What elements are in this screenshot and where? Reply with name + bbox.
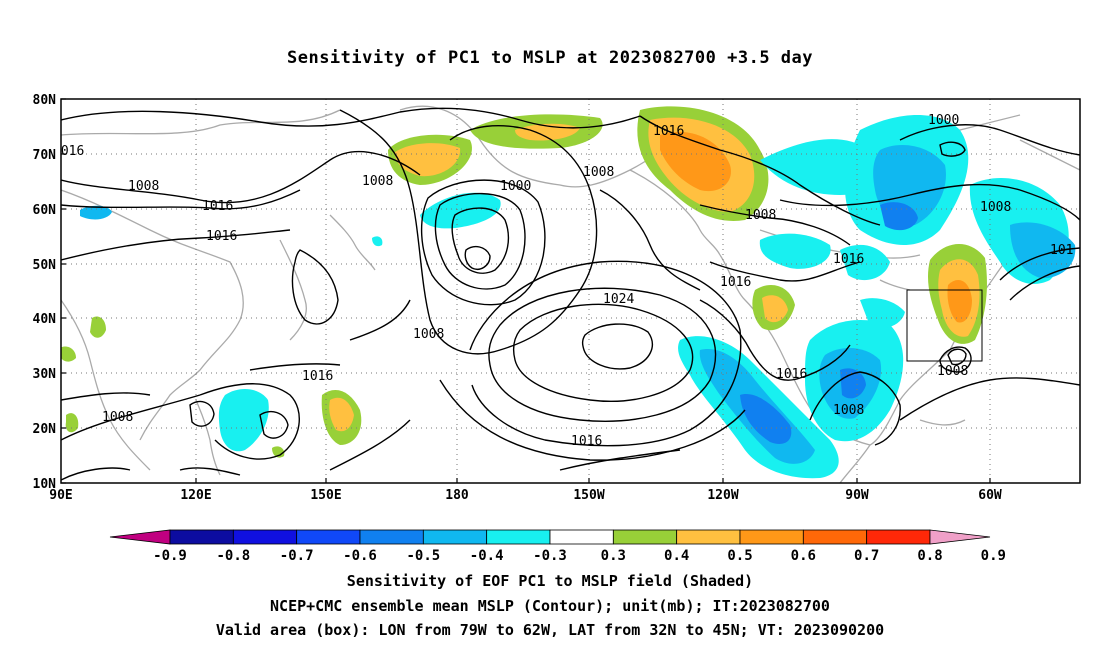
isobar-label: 1008	[362, 174, 393, 189]
lat-label: 70N	[33, 148, 57, 163]
colorbar-swatch	[676, 529, 741, 545]
graticule	[61, 99, 1080, 483]
colorbar-label: 0.5	[727, 548, 752, 564]
colorbar-swatch	[549, 529, 614, 545]
colorbar-swatch	[612, 529, 678, 545]
isobar-label: 1000	[928, 113, 959, 128]
colorbar-min-triangle	[109, 529, 171, 545]
colorbar: -0.9 -0.8 -0.7 -0.6 -0.5 -0.4 -0.3 0.3 0.4 0.5 0.6…	[109, 529, 1006, 564]
isobar-label: 1008	[413, 327, 444, 342]
colorbar-label: -0.8	[216, 548, 250, 564]
isobar-label: 1016	[653, 124, 684, 139]
isobar-label: 1008	[128, 179, 159, 194]
isobar-label: 1008	[583, 165, 614, 180]
sensitivity-shading	[61, 106, 1076, 479]
longitude-labels: 90E 120E 150E 180 150W 120W 90W 60W	[49, 488, 1002, 503]
isobar-label: 101	[1050, 243, 1073, 258]
lon-label: 90E	[49, 488, 72, 503]
isobar-label: 1008	[980, 200, 1011, 215]
lat-label: 20N	[33, 422, 57, 437]
lat-label: 60N	[33, 203, 57, 218]
colorbar-swatch	[802, 529, 868, 545]
lon-label: 120W	[707, 488, 738, 503]
plot-title: Sensitivity of PC1 to MSLP at 2023082700…	[286, 48, 813, 68]
colorbar-swatch	[739, 529, 804, 545]
lat-label: 50N	[33, 258, 57, 273]
isobar-labels: 1016 1016 1008 1008 1016 1016 1008 1000 …	[53, 113, 1073, 449]
colorbar-swatch	[359, 529, 424, 545]
lat-label: 10N	[33, 477, 57, 492]
isobar-label: 1016	[720, 275, 751, 290]
lat-label: 30N	[33, 367, 57, 382]
colorbar-label: -0.7	[280, 548, 314, 564]
plot-frame	[60, 98, 1081, 484]
isobar-label: 1016	[302, 369, 333, 384]
colorbar-label: 0.3	[601, 548, 626, 564]
colorbar-label: -0.5	[406, 548, 440, 564]
caption-line-1: Sensitivity of EOF PC1 to MSLP field (Sh…	[346, 572, 754, 590]
lon-label: 150E	[310, 488, 341, 503]
isobar-label: 1016	[571, 434, 602, 449]
valid-area-box	[906, 289, 983, 362]
lat-label: 80N	[33, 93, 57, 108]
isobar-label: 1024	[603, 292, 634, 307]
colorbar-label: 0.7	[854, 548, 879, 564]
caption-line-3: Valid area (box): LON from 79W to 62W, L…	[215, 621, 885, 639]
tick-marks	[61, 98, 991, 484]
map-plot-area: 1016 1016 1008 1008 1016 1016 1008 1000 …	[53, 99, 1080, 483]
colorbar-swatch	[232, 529, 298, 545]
isobar-label: 1008	[745, 208, 776, 223]
colorbar-swatch	[296, 529, 361, 545]
colorbar-label: -0.9	[153, 548, 187, 564]
lon-label: 180	[445, 488, 469, 503]
colorbar-swatch	[486, 529, 551, 545]
colorbar-label: -0.3	[533, 548, 567, 564]
isobar-label: 1008	[833, 403, 864, 418]
colorbar-label: 0.4	[664, 548, 689, 564]
colorbar-swatch	[422, 529, 488, 545]
latitude-labels: 80N 70N 60N 50N 40N 30N 20N 10N	[33, 93, 57, 492]
colorbar-label: 0.8	[917, 548, 942, 564]
colorbar-label: -0.6	[343, 548, 377, 564]
lat-label: 40N	[33, 312, 57, 327]
lon-label: 60W	[978, 488, 1002, 503]
isobar-label: 1016	[833, 252, 864, 267]
colorbar-max-triangle	[929, 529, 991, 545]
isobar-label: 1016	[53, 144, 84, 159]
isobar-label: 1016	[206, 229, 237, 244]
colorbar-swatch	[866, 529, 931, 545]
colorbar-label: 0.6	[791, 548, 816, 564]
lon-label: 150W	[573, 488, 604, 503]
isobar-label: 1008	[102, 410, 133, 425]
isobars	[61, 107, 1080, 481]
isobar-label: 1000	[500, 179, 531, 194]
lon-label: 90W	[845, 488, 869, 503]
isobar-label: 1016	[776, 367, 807, 382]
isobar-label: 1016	[202, 199, 233, 214]
isobar-label: 1008	[937, 364, 968, 379]
caption-line-2: NCEP+CMC ensemble mean MSLP (Contour); u…	[270, 597, 830, 615]
lon-label: 120E	[180, 488, 211, 503]
colorbar-swatch	[169, 529, 234, 545]
colorbar-label: 0.9	[981, 548, 1006, 564]
colorbar-label: -0.4	[470, 548, 504, 564]
